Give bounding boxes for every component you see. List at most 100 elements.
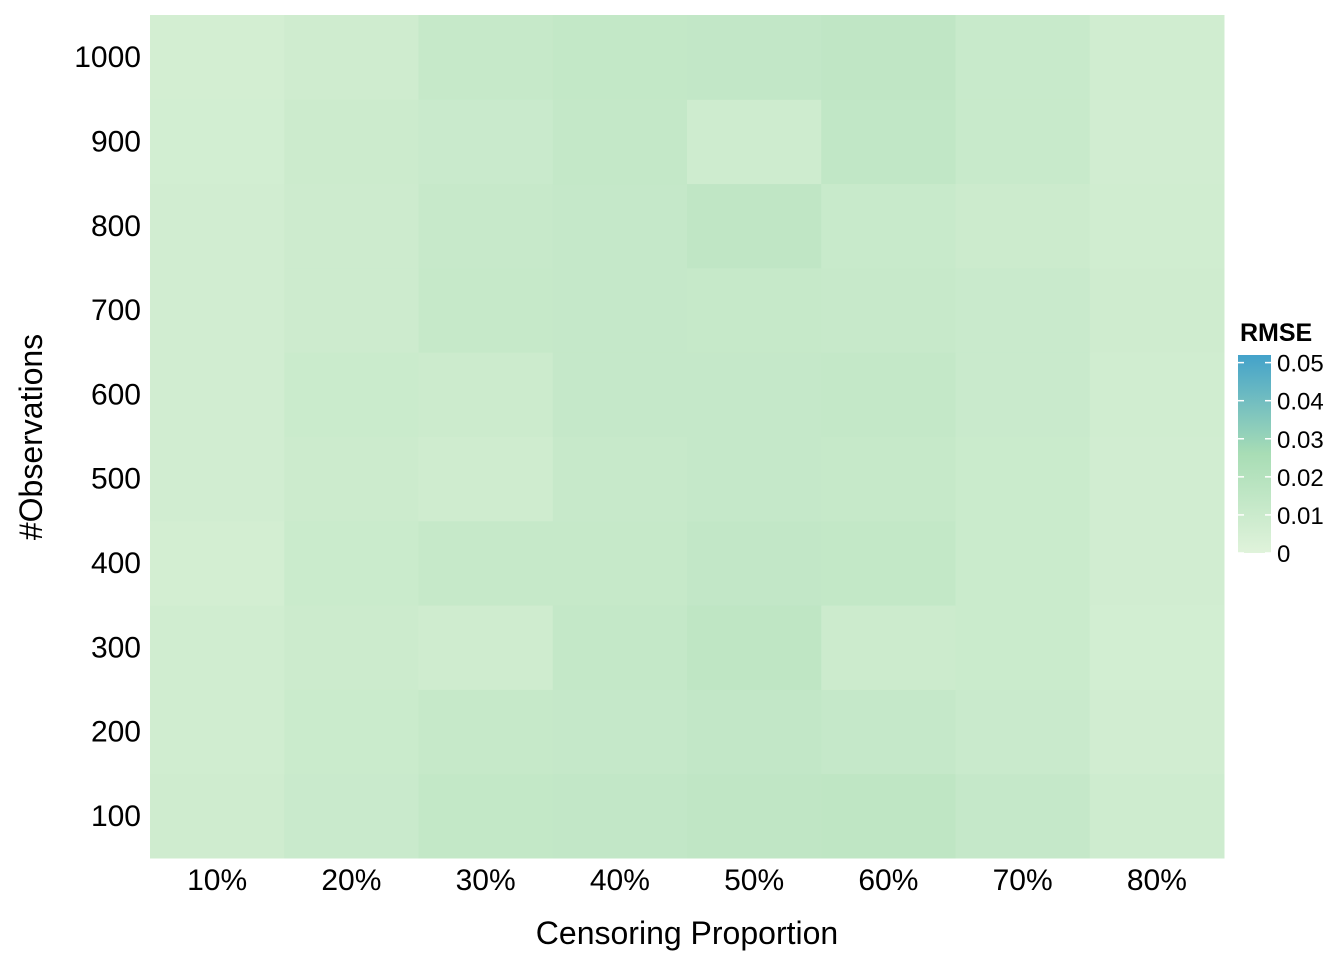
heatmap-cell <box>955 99 1091 185</box>
y-tick-label: 900 <box>91 125 141 158</box>
heatmap-cell <box>552 15 688 100</box>
heatmap-cells <box>150 15 1225 859</box>
x-tick-label: 40% <box>590 864 650 897</box>
legend-tick-label: 0.01 <box>1277 503 1324 530</box>
heatmap-cell <box>284 605 419 690</box>
heatmap-cell <box>1089 267 1225 353</box>
heatmap-cell <box>687 352 822 437</box>
x-tick-label: 20% <box>321 864 381 897</box>
heatmap-cell <box>821 99 956 185</box>
heatmap-cell <box>284 773 419 859</box>
heatmap-cell <box>150 352 285 437</box>
y-tick-label: 200 <box>91 716 141 749</box>
heatmap-cell <box>687 15 822 100</box>
x-tick-label: 80% <box>1127 864 1187 897</box>
y-tick-label: 500 <box>91 463 141 496</box>
heatmap-cell <box>552 99 688 185</box>
heatmap-cell <box>821 267 956 353</box>
heatmap-cell <box>552 183 688 269</box>
heatmap-cell <box>418 689 554 775</box>
heatmap-cell <box>955 183 1091 269</box>
x-axis-title: Censoring Proportion <box>536 915 838 951</box>
heatmap-cell <box>687 99 822 185</box>
y-tick-label: 800 <box>91 210 141 243</box>
legend-title: RMSE <box>1240 319 1312 347</box>
y-tick-label: 700 <box>91 294 141 327</box>
y-tick-label: 100 <box>91 800 141 833</box>
heatmap-cell <box>955 352 1091 437</box>
heatmap-cell <box>687 183 822 269</box>
heatmap-cell <box>687 520 822 606</box>
heatmap-cell <box>955 773 1091 859</box>
heatmap-cell <box>150 183 285 269</box>
y-tick-label: 300 <box>91 631 141 664</box>
legend-tick-label: 0.05 <box>1277 351 1324 378</box>
heatmap-cell <box>1089 15 1225 100</box>
y-tick-label: 400 <box>91 547 141 580</box>
heatmap-cell <box>552 267 688 353</box>
heatmap-cell <box>1089 689 1225 775</box>
heatmap-cell <box>418 520 554 606</box>
heatmap-cell <box>955 520 1091 606</box>
heatmap-cell <box>552 352 688 437</box>
x-tick-label: 60% <box>858 864 918 897</box>
heatmap-cell <box>821 436 956 522</box>
heatmap-cell <box>284 15 419 100</box>
heatmap-cell <box>284 520 419 606</box>
heatmap-cell <box>418 99 554 185</box>
heatmap-cell <box>150 15 285 100</box>
heatmap-cell <box>150 773 285 859</box>
heatmap-cell <box>150 689 285 775</box>
heatmap-cell <box>284 267 419 353</box>
heatmap-cell <box>418 15 554 100</box>
legend-tick-label: 0.02 <box>1277 465 1324 492</box>
heatmap-cell <box>687 267 822 353</box>
heatmap-cell <box>955 267 1091 353</box>
heatmap-cell <box>284 352 419 437</box>
y-tick-label: 1000 <box>74 41 141 74</box>
y-tick-label: 600 <box>91 378 141 411</box>
heatmap-cell <box>955 15 1091 100</box>
heatmap-cell <box>955 605 1091 690</box>
heatmap-cell <box>150 605 285 690</box>
y-axis-ticks: 100 200 300 400 500 600 700 800 900 1000 <box>74 41 141 833</box>
heatmap-cell <box>418 183 554 269</box>
heatmap-cell <box>1089 605 1225 690</box>
heatmap-cell <box>418 436 554 522</box>
heatmap-cell <box>552 520 688 606</box>
heatmap-cell <box>150 436 285 522</box>
heatmap-cell <box>1089 183 1225 269</box>
legend-color-bar <box>1238 355 1271 553</box>
y-axis-title: #Observations <box>13 334 49 540</box>
heatmap-cell <box>821 183 956 269</box>
heatmap-cell <box>418 267 554 353</box>
heatmap-cell <box>150 99 285 185</box>
heatmap-cell <box>284 99 419 185</box>
heatmap-cell <box>418 605 554 690</box>
heatmap-cell <box>418 773 554 859</box>
x-axis-ticks: 10% 20% 30% 40% 50% 60% 70% 80% <box>187 864 1187 897</box>
legend-ticks: 0 0.01 0.02 0.03 0.04 0.05 <box>1238 351 1324 568</box>
legend-tick-label: 0.04 <box>1277 389 1324 416</box>
heatmap-cell <box>150 520 285 606</box>
heatmap-cell <box>1089 352 1225 437</box>
heatmap-cell <box>284 689 419 775</box>
legend-tick-label: 0.03 <box>1277 427 1324 454</box>
heatmap-cell <box>821 520 956 606</box>
x-tick-label: 50% <box>724 864 784 897</box>
heatmap-cell <box>150 267 285 353</box>
heatmap-cell <box>955 436 1091 522</box>
heatmap-cell <box>1089 773 1225 859</box>
heatmap-cell <box>1089 520 1225 606</box>
heatmap-cell <box>821 689 956 775</box>
heatmap-cell <box>687 689 822 775</box>
x-tick-label: 70% <box>993 864 1053 897</box>
x-tick-label: 30% <box>456 864 516 897</box>
heatmap-cell <box>687 605 822 690</box>
heatmap-cell <box>552 436 688 522</box>
heatmap-cell <box>955 689 1091 775</box>
legend-tick-label: 0 <box>1277 541 1290 568</box>
heatmap-cell <box>284 436 419 522</box>
heatmap-cell <box>552 605 688 690</box>
